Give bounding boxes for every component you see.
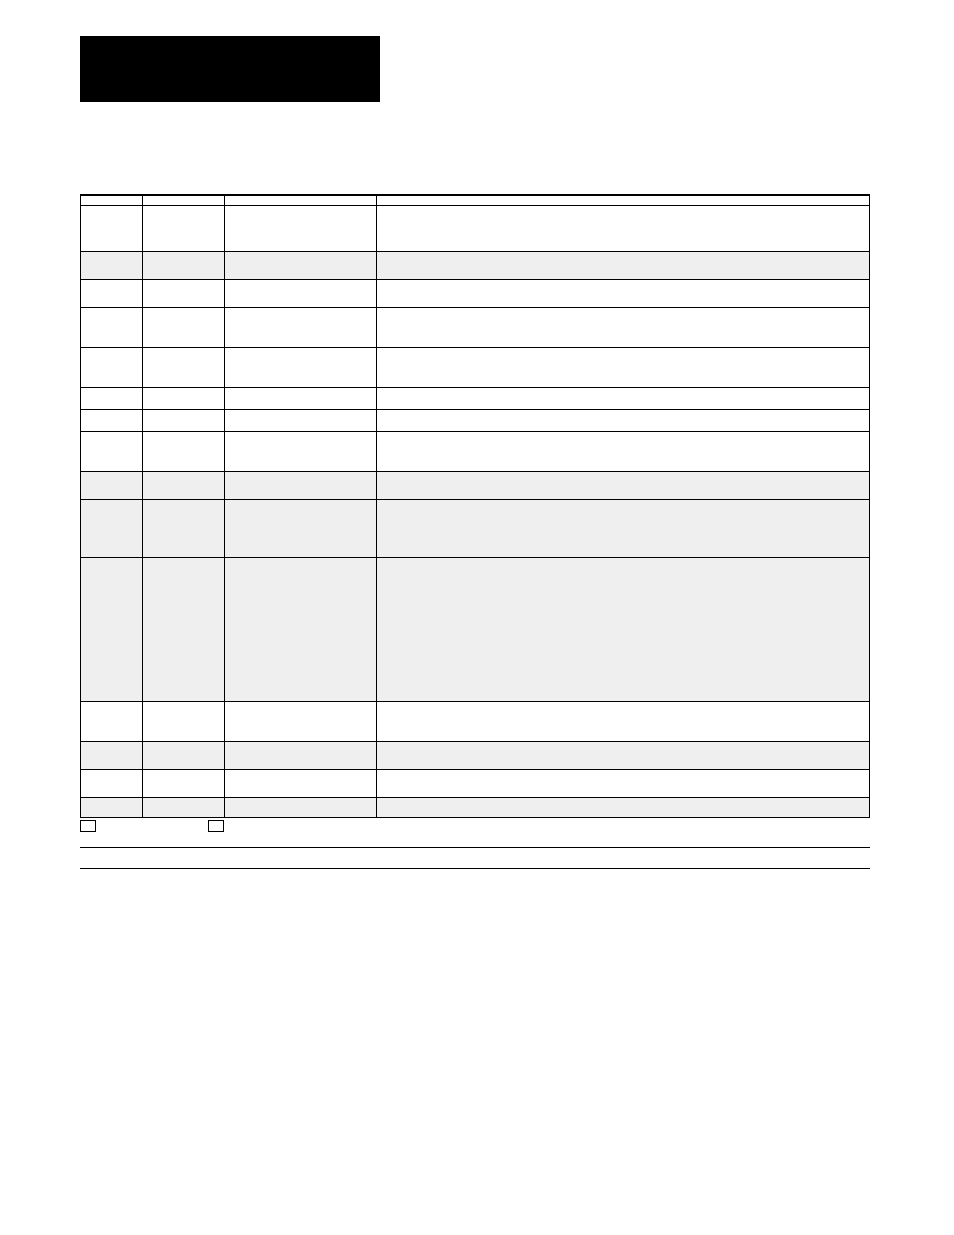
table-row [81, 797, 870, 817]
table-row [81, 279, 870, 307]
table-row [81, 307, 870, 347]
table-row [81, 195, 870, 205]
table-row [81, 471, 870, 499]
table-row [81, 431, 870, 471]
checkbox-1[interactable] [80, 820, 96, 832]
footer-checkbox-row [80, 818, 870, 848]
table-container [80, 194, 870, 869]
table-row [81, 741, 870, 769]
checkbox-2[interactable] [208, 820, 224, 832]
table-row [81, 205, 870, 251]
table-row [81, 557, 870, 701]
footer-rule [80, 868, 870, 869]
table-row [81, 387, 870, 409]
page [0, 0, 954, 1235]
table-row [81, 251, 870, 279]
data-table [80, 194, 870, 818]
header-black-box [80, 36, 380, 102]
table-row [81, 499, 870, 557]
table-row [81, 409, 870, 431]
table-row [81, 769, 870, 797]
table-row [81, 347, 870, 387]
table-body [81, 195, 870, 817]
table-row [81, 701, 870, 741]
